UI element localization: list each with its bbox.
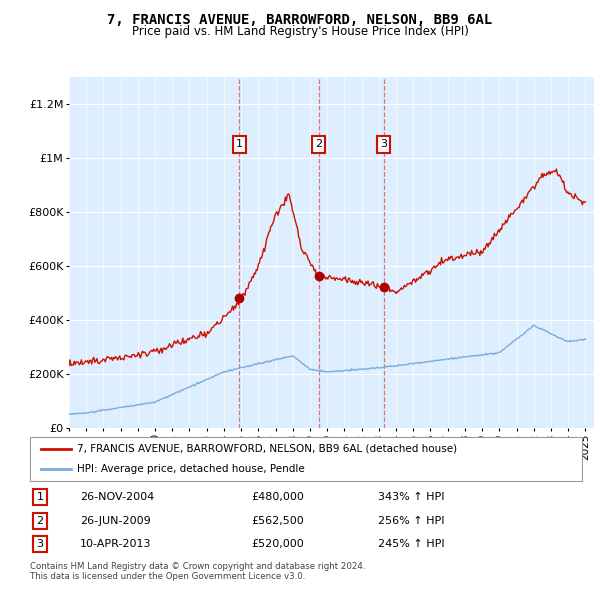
Text: Price paid vs. HM Land Registry's House Price Index (HPI): Price paid vs. HM Land Registry's House … [131, 25, 469, 38]
Text: 1: 1 [37, 492, 43, 502]
Text: 256% ↑ HPI: 256% ↑ HPI [378, 516, 444, 526]
Text: £562,500: £562,500 [251, 516, 304, 526]
Text: 3: 3 [380, 139, 387, 149]
Text: HPI: Average price, detached house, Pendle: HPI: Average price, detached house, Pend… [77, 464, 305, 474]
Text: Contains HM Land Registry data © Crown copyright and database right 2024.
This d: Contains HM Land Registry data © Crown c… [30, 562, 365, 581]
Text: 2: 2 [315, 139, 322, 149]
Text: £520,000: £520,000 [251, 539, 304, 549]
Text: 3: 3 [37, 539, 43, 549]
Text: 1: 1 [236, 139, 243, 149]
Text: 26-JUN-2009: 26-JUN-2009 [80, 516, 151, 526]
Text: 7, FRANCIS AVENUE, BARROWFORD, NELSON, BB9 6AL: 7, FRANCIS AVENUE, BARROWFORD, NELSON, B… [107, 13, 493, 27]
Text: 2: 2 [37, 516, 43, 526]
Text: 10-APR-2013: 10-APR-2013 [80, 539, 151, 549]
Text: 7, FRANCIS AVENUE, BARROWFORD, NELSON, BB9 6AL (detached house): 7, FRANCIS AVENUE, BARROWFORD, NELSON, B… [77, 444, 457, 454]
Text: 26-NOV-2004: 26-NOV-2004 [80, 492, 154, 502]
Text: £480,000: £480,000 [251, 492, 304, 502]
Text: 245% ↑ HPI: 245% ↑ HPI [378, 539, 445, 549]
Text: 343% ↑ HPI: 343% ↑ HPI [378, 492, 444, 502]
